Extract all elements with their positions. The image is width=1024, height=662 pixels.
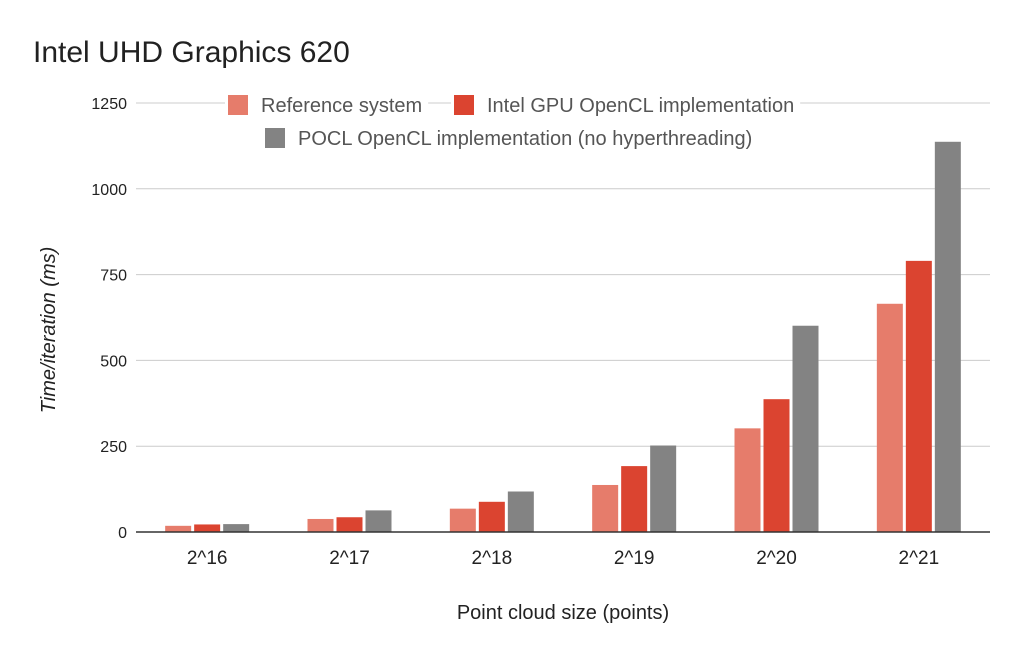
bar-3-2^20 [792,325,819,532]
legend-label-3: POCL OpenCL implementation (no hyperthre… [298,128,752,150]
bar-3-2^19 [650,445,677,532]
bar-1-2^16 [165,525,192,532]
y-tick-label: 1250 [91,96,127,113]
bar-1-2^20 [734,428,761,532]
bar-1-2^19 [592,484,619,532]
legend-swatch-1 [228,95,248,115]
bar-2-2^20 [763,399,790,532]
legend-swatch-3 [265,128,285,148]
x-tick-label: 2^18 [472,548,513,569]
chart-title: Intel UHD Graphics 620 [33,36,350,69]
x-axis-title: Point cloud size (points) [457,602,669,624]
legend-label-2: Intel GPU OpenCL implementation [487,95,794,117]
bars [165,141,961,532]
legend-swatch-2 [454,95,474,115]
bar-1-2^21 [876,303,903,532]
bar-1-2^18 [449,508,476,532]
x-tick-label: 2^20 [756,548,797,569]
legend-item-bg [262,125,759,151]
bar-2-2^18 [478,501,505,532]
bar-3-2^16 [223,524,250,532]
x-tick-label: 2^17 [329,548,370,569]
bar-3-2^21 [934,141,961,532]
legend-item-bg [451,92,801,118]
y-tick-label: 250 [100,439,127,456]
legend-label-1: Reference system [261,95,422,117]
x-tick-label: 2^16 [187,548,228,569]
gridlines [136,102,990,447]
bar-2-2^17 [336,517,363,532]
bar-2-2^16 [194,524,221,532]
y-tick-label: 0 [118,525,127,542]
x-tick-label: 2^21 [899,548,940,569]
x-tick-label: 2^19 [614,548,655,569]
legend: Reference system Intel GPU OpenCL impleme… [225,92,801,151]
legend-item-bg [225,92,429,118]
y-tick-label: 750 [100,268,127,285]
bar-1-2^17 [307,518,334,532]
y-tick-label: 1000 [91,182,127,199]
bar-3-2^18 [507,491,534,532]
y-axis-ticks: 0 250 500 750 1000 1250 [91,96,127,542]
bar-2-2^19 [621,466,648,532]
y-tick-label: 500 [100,353,127,370]
bar-2-2^21 [905,260,932,532]
y-axis-title: Time/iteration (ms) [38,247,60,414]
x-axis-ticks: 2^16 2^17 2^18 2^19 2^20 2^21 [187,548,939,569]
bar-3-2^17 [365,510,392,532]
